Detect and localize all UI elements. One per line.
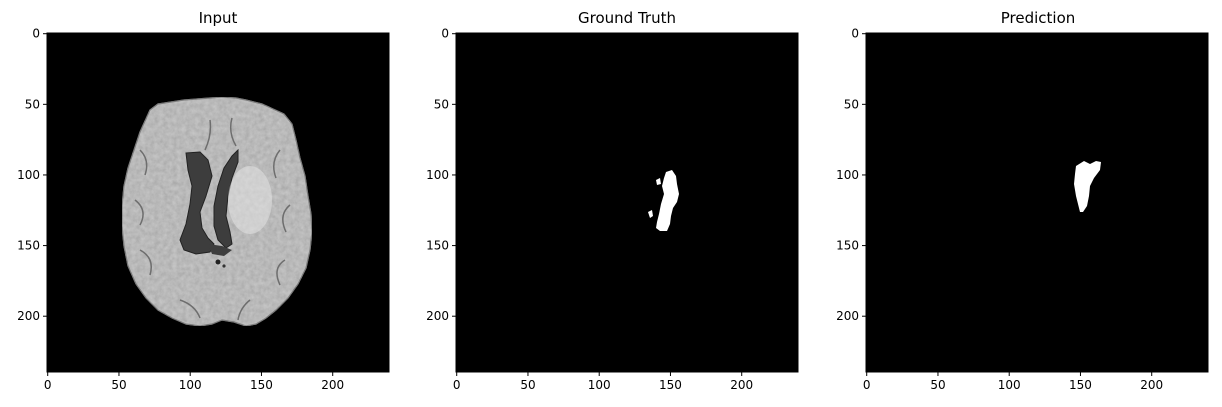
x-tick-label: 0 [863, 378, 871, 392]
x-tick-label: 150 [659, 378, 682, 392]
x-tick-label: 100 [179, 378, 202, 392]
x-tick-label: 100 [998, 378, 1021, 392]
x-tick-label: 50 [520, 378, 535, 392]
panel-title-ground-truth: Ground Truth [578, 9, 676, 27]
axes-frame [46, 32, 390, 373]
axes-ground-truth: 0 0 50 50 100 100 150 150 200 200 [426, 27, 799, 392]
x-tick-label: 200 [730, 378, 753, 392]
axes-prediction: 0 0 50 50 100 100 150 150 200 200 [836, 27, 1209, 392]
y-tick-label: 100 [426, 168, 449, 182]
y-tick-label: 0 [32, 27, 40, 41]
panel-ground-truth: Ground Truth 0 0 50 50 100 100 150 150 200 200 [426, 9, 799, 392]
y-tick-label: 100 [836, 168, 859, 182]
y-tick-label: 150 [836, 239, 859, 253]
axes-frame [865, 32, 1209, 373]
y-tick-label: 150 [17, 239, 40, 253]
axes-input: 0 0 50 50 100 100 150 150 200 200 [17, 27, 390, 392]
panel-prediction: Prediction 0 0 50 50 100 100 150 150 200 200 [836, 9, 1209, 392]
y-tick-label: 50 [25, 97, 40, 111]
midline-dot [222, 264, 226, 268]
ventricle-posterior [208, 244, 232, 256]
y-tick-label: 100 [17, 168, 40, 182]
bright-region [228, 166, 272, 234]
panel-title-prediction: Prediction [1001, 9, 1076, 27]
midline-dot [215, 259, 221, 265]
y-tick-label: 0 [441, 27, 449, 41]
axes-frame [455, 32, 799, 373]
brain-mri-image [121, 96, 313, 327]
image-area-prediction [866, 33, 1208, 372]
x-tick-label: 0 [44, 378, 52, 392]
ground-truth-mask [648, 210, 653, 218]
x-tick-label: 100 [588, 378, 611, 392]
brain-sulci [134, 117, 291, 321]
x-tick-label: 0 [453, 378, 461, 392]
y-tick-label: 200 [836, 309, 859, 323]
y-tick-label: 200 [426, 309, 449, 323]
panel-title-input: Input [199, 9, 238, 27]
y-tick-label: 150 [426, 239, 449, 253]
ground-truth-mask [656, 178, 661, 185]
y-tick-label: 200 [17, 309, 40, 323]
ground-truth-mask [656, 170, 679, 231]
prediction-mask [1074, 161, 1101, 212]
x-tick-label: 200 [321, 378, 344, 392]
x-tick-label: 50 [930, 378, 945, 392]
x-tick-label: 50 [111, 378, 126, 392]
y-tick-label: 0 [851, 27, 859, 41]
panel-input: Input 0 0 50 50 100 100 150 150 200 200 [17, 9, 390, 392]
x-tick-label: 150 [1069, 378, 1092, 392]
y-tick-label: 50 [434, 97, 449, 111]
x-tick-label: 150 [250, 378, 273, 392]
x-tick-label: 200 [1140, 378, 1163, 392]
image-area-ground-truth [456, 33, 798, 372]
y-tick-label: 50 [844, 97, 859, 111]
